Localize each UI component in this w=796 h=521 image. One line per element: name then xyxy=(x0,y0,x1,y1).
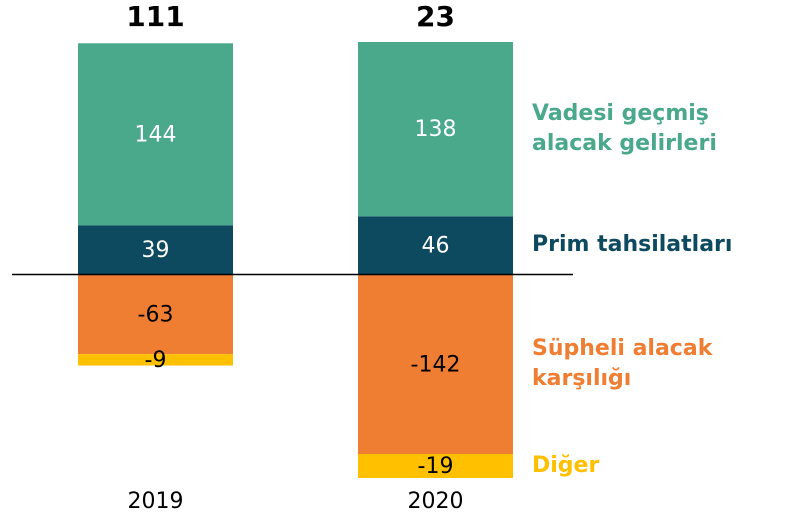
legend-label: Prim tahsilatları xyxy=(532,232,733,258)
value-label: -9 xyxy=(145,348,167,373)
value-label: -19 xyxy=(418,454,454,479)
legend-label: Süpheli alacak karşılığı xyxy=(532,336,713,392)
bar-segment xyxy=(358,42,513,217)
value-label: 138 xyxy=(415,117,457,142)
legend-label: Vadesi geçmiş alacak gelirleri xyxy=(532,101,717,157)
bar-segment xyxy=(78,225,233,275)
value-label: 144 xyxy=(135,122,177,147)
x-tick-label: 2019 xyxy=(128,489,184,514)
bar-segment xyxy=(78,274,233,355)
bar-segment xyxy=(358,216,513,275)
bar-segment xyxy=(358,453,513,478)
value-label: 46 xyxy=(422,233,450,258)
value-label: -142 xyxy=(411,352,461,377)
bar-segment xyxy=(358,274,513,454)
total-label: 23 xyxy=(416,0,455,33)
total-label: 111 xyxy=(126,0,184,33)
value-label: -63 xyxy=(138,302,174,327)
bar-segment xyxy=(78,43,233,226)
legend-label: Diğer xyxy=(532,452,600,478)
x-tick-label: 2020 xyxy=(408,489,464,514)
bar-segment xyxy=(78,354,233,366)
value-label: 39 xyxy=(142,238,170,263)
